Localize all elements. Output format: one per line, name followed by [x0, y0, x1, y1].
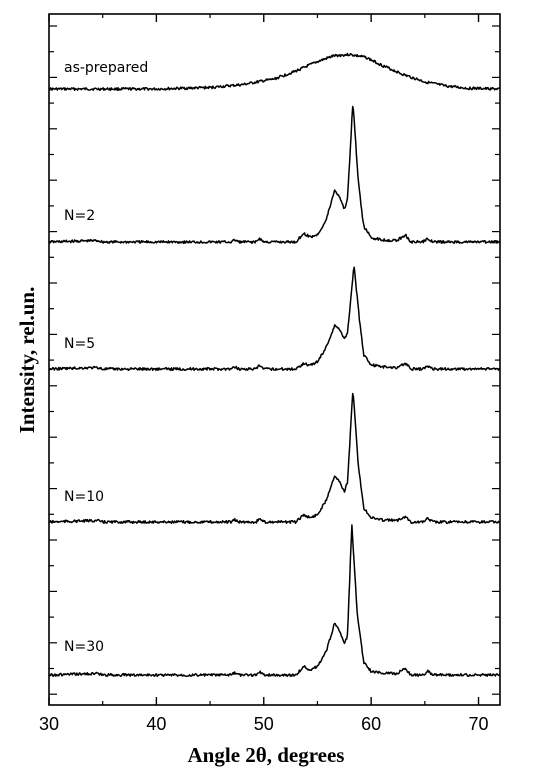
plot-frame	[48, 13, 501, 706]
x-axis-label: Angle 2θ, degrees	[188, 743, 345, 767]
y-axis-label: Intensity, rel.un.	[15, 287, 39, 434]
axis-ticks	[48, 14, 500, 705]
series-line	[48, 392, 501, 525]
series-labels: as-prepared N=2 N=5 N=10 N=30	[64, 60, 148, 655]
series-label: N=30	[64, 639, 104, 655]
series-line	[48, 524, 501, 678]
series-label: N=2	[64, 208, 95, 224]
series-line	[48, 52, 500, 92]
x-tick-label: 70	[469, 714, 489, 734]
x-tick-label: 40	[146, 714, 166, 734]
x-tick-labels: 30 40 50 60 70	[39, 714, 489, 734]
series-label: as-prepared	[64, 60, 148, 76]
x-tick-label: 30	[39, 714, 59, 734]
series-traces	[48, 52, 501, 678]
series-label: N=5	[64, 336, 95, 352]
series-line	[48, 105, 501, 245]
x-tick-label: 60	[361, 714, 381, 734]
series-label: N=10	[64, 489, 104, 505]
x-tick-label: 50	[254, 714, 274, 734]
series-line	[48, 266, 501, 372]
